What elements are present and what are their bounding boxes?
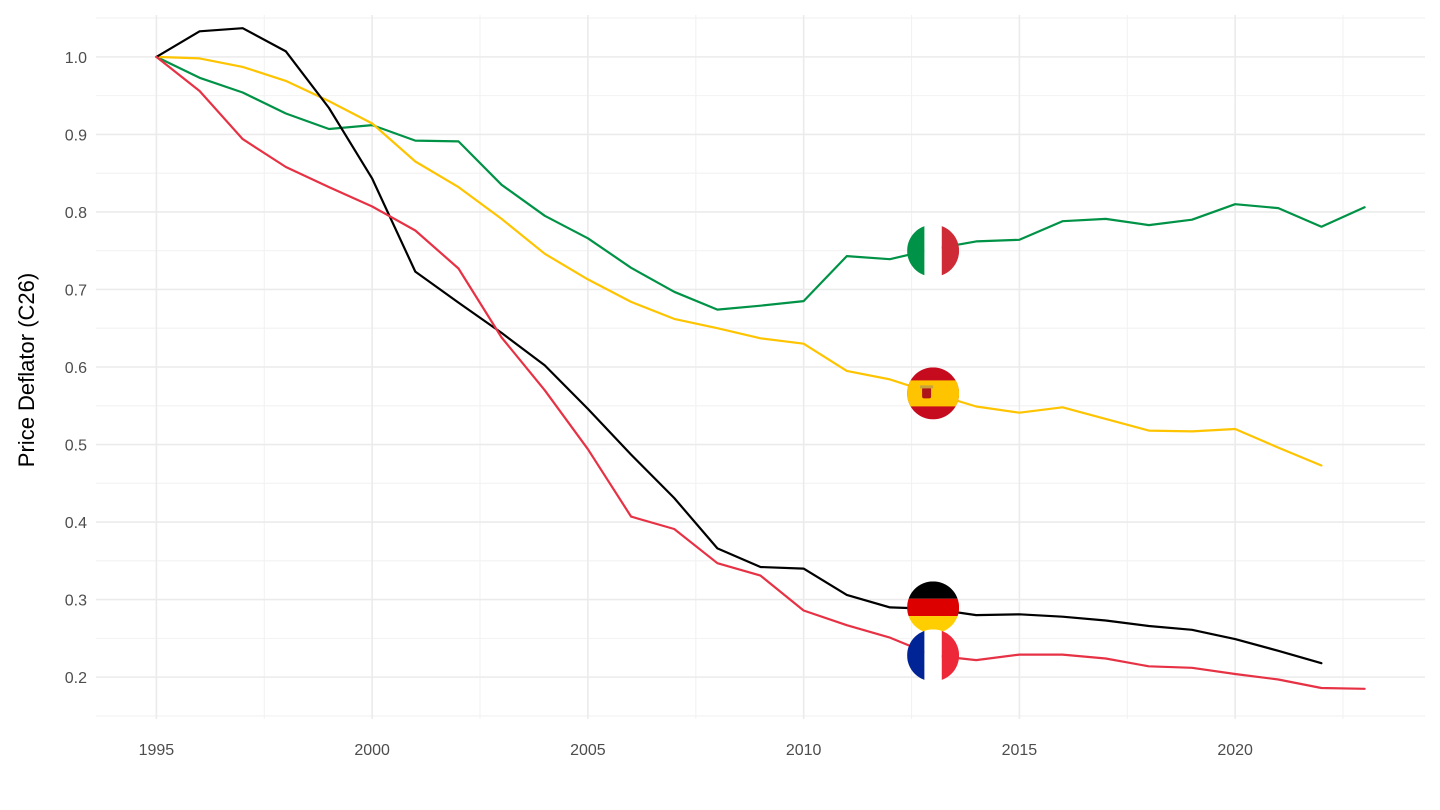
y-tick-label: 0.9 [65, 127, 87, 144]
y-tick-label: 0.3 [65, 593, 87, 610]
germany-series-line [155, 27, 1323, 665]
y-tick-label: 0.5 [65, 438, 87, 455]
y-tick-label: 0.8 [65, 205, 87, 222]
x-tick-label: 2005 [570, 742, 606, 759]
y-tick-label: 0.4 [65, 515, 87, 532]
y-tick-label: 0.7 [65, 282, 87, 299]
x-tick-label: 1995 [139, 742, 175, 759]
x-tick-label: 2015 [1002, 742, 1038, 759]
spain-flag-icon [907, 367, 960, 420]
france-series-line [155, 55, 1366, 690]
y-axis-title: Price Deflator (C26) [14, 273, 39, 467]
y-tick-label: 0.6 [65, 360, 87, 377]
y-axis-tick-labels: 0.2 0.3 0.4 0.5 0.6 0.7 0.8 0.9 1.0 [65, 50, 87, 687]
grid [96, 15, 1425, 719]
x-tick-label: 2020 [1217, 742, 1253, 759]
y-tick-label: 0.2 [65, 670, 87, 687]
x-tick-label: 2010 [786, 742, 822, 759]
italy-flag-icon [907, 224, 960, 277]
y-tick-label: 1.0 [65, 50, 87, 67]
italy-series-line [155, 55, 1366, 311]
x-tick-label: 2000 [354, 742, 390, 759]
country-flag-markers [907, 224, 960, 682]
series-lines [155, 27, 1366, 690]
france-flag-icon [907, 629, 960, 682]
spain-series-line [155, 55, 1323, 467]
x-axis-tick-labels: 1995 2000 2005 2010 2015 2020 [139, 742, 1253, 759]
germany-flag-icon [907, 581, 960, 634]
